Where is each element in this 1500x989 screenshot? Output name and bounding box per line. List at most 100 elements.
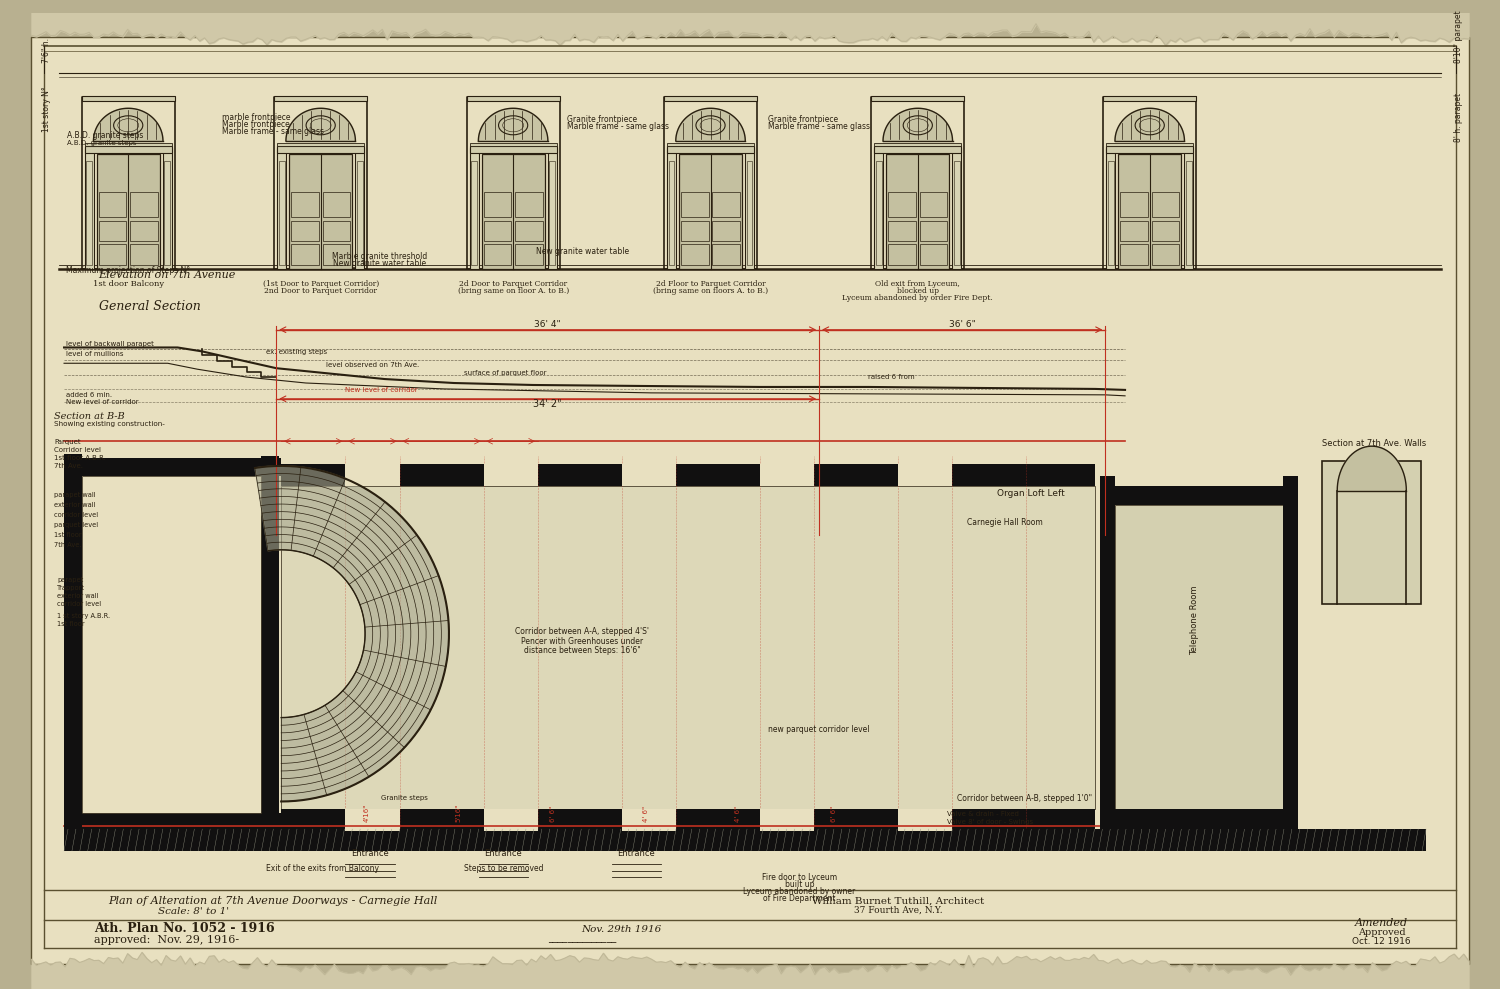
Text: 8'10" parapet: 8'10" parapet xyxy=(1454,11,1462,63)
Text: Steps to be removed: Steps to be removed xyxy=(464,863,543,872)
Text: Entrance: Entrance xyxy=(484,849,522,857)
Bar xyxy=(1120,221,1148,241)
Text: built up: built up xyxy=(784,880,814,889)
Bar xyxy=(64,456,82,831)
Text: 1st door Balcony: 1st door Balcony xyxy=(93,280,164,289)
Text: Old exit from Lyceum,: Old exit from Lyceum, xyxy=(876,280,960,289)
Text: 7th Ave.: 7th Ave. xyxy=(54,542,81,548)
Polygon shape xyxy=(884,109,952,141)
Text: corridor level: corridor level xyxy=(57,601,102,607)
Bar xyxy=(898,464,952,486)
Bar xyxy=(345,464,399,486)
Bar xyxy=(87,160,92,265)
Text: 5'16": 5'16" xyxy=(456,804,462,822)
Bar xyxy=(1185,147,1192,269)
Text: New level of corridor: New level of corridor xyxy=(345,387,418,393)
Text: 4' 6": 4' 6" xyxy=(735,806,741,822)
Bar xyxy=(345,809,399,831)
Bar xyxy=(291,221,318,241)
Bar xyxy=(279,160,285,265)
Bar xyxy=(712,244,740,265)
Text: Entrance: Entrance xyxy=(618,849,656,857)
Text: 1st floor A.B.R.: 1st floor A.B.R. xyxy=(54,455,106,461)
Text: Marble granite threshold: Marble granite threshold xyxy=(333,251,427,261)
Bar xyxy=(871,96,964,101)
Bar xyxy=(920,192,948,218)
Bar xyxy=(874,147,884,269)
Text: Exit of the exits from Balcony: Exit of the exits from Balcony xyxy=(267,863,380,872)
Text: Elevation on 7th Avenue: Elevation on 7th Avenue xyxy=(99,270,236,281)
Text: blocked up: blocked up xyxy=(897,287,939,296)
Polygon shape xyxy=(1336,446,1407,491)
Bar xyxy=(760,464,814,486)
Text: Trapport: Trapport xyxy=(57,585,86,591)
Text: corridor level: corridor level xyxy=(54,512,99,518)
Text: Lyceum abandoned by order Fire Dept.: Lyceum abandoned by order Fire Dept. xyxy=(843,294,993,303)
Text: 4'16": 4'16" xyxy=(364,804,370,822)
Bar xyxy=(952,147,962,269)
Text: 8' h. parapet: 8' h. parapet xyxy=(1454,93,1462,142)
Bar xyxy=(1323,461,1420,604)
Bar xyxy=(886,154,950,269)
Bar xyxy=(668,146,754,152)
Bar xyxy=(1107,142,1192,146)
Text: distance between Steps: 16'6": distance between Steps: 16'6" xyxy=(524,647,640,656)
Text: Carnegie Hall Room: Carnegie Hall Room xyxy=(968,518,1042,527)
Text: 34' 2": 34' 2" xyxy=(534,399,562,408)
Bar xyxy=(130,192,158,218)
Bar xyxy=(888,244,916,265)
Text: Entrance: Entrance xyxy=(351,849,388,857)
Text: surface of parquet floor: surface of parquet floor xyxy=(464,370,546,376)
Text: 36' 4": 36' 4" xyxy=(534,319,561,328)
Bar xyxy=(954,160,960,265)
Text: 6' 6": 6' 6" xyxy=(831,806,837,822)
Bar xyxy=(86,142,171,146)
Bar xyxy=(1101,486,1298,505)
Text: Organ Loft Left: Organ Loft Left xyxy=(996,489,1065,497)
Bar xyxy=(278,142,364,146)
Bar xyxy=(664,96,758,101)
Bar xyxy=(164,147,171,269)
Text: marble frontpiece: marble frontpiece xyxy=(222,114,291,123)
Text: Marble frame - same glass: Marble frame - same glass xyxy=(222,128,324,136)
Bar xyxy=(130,244,158,265)
Text: Showing existing construction-: Showing existing construction- xyxy=(54,421,165,427)
Text: Oct. 12 1916: Oct. 12 1916 xyxy=(1353,937,1412,945)
Bar xyxy=(1152,192,1179,218)
Bar xyxy=(64,813,280,831)
Bar xyxy=(470,146,556,152)
Text: 1st story N°: 1st story N° xyxy=(42,87,51,133)
Bar xyxy=(483,809,538,831)
Bar xyxy=(483,221,512,241)
Bar xyxy=(668,147,676,269)
Bar xyxy=(747,160,753,265)
Bar xyxy=(290,154,352,269)
Text: Plan of Alteration at 7th Avenue Doorways - Carnegie Hall: Plan of Alteration at 7th Avenue Doorway… xyxy=(108,896,438,906)
Text: approved:  Nov. 29, 1916-: approved: Nov. 29, 1916- xyxy=(93,935,238,944)
Text: parquet level: parquet level xyxy=(54,522,99,528)
Text: Maximum projection of Steps N°: Maximum projection of Steps N° xyxy=(66,266,190,276)
Bar xyxy=(82,476,261,813)
Polygon shape xyxy=(286,109,356,141)
Bar xyxy=(1120,192,1148,218)
Bar xyxy=(898,809,952,831)
Text: added 6 min.: added 6 min. xyxy=(66,392,112,398)
Bar xyxy=(96,154,160,269)
Bar xyxy=(668,142,754,146)
Text: Amended: Amended xyxy=(1354,918,1408,928)
Bar xyxy=(1101,476,1114,811)
Text: Nov. 29th 1916: Nov. 29th 1916 xyxy=(582,925,662,934)
Bar xyxy=(99,244,126,265)
Bar xyxy=(669,160,675,265)
Text: Fire door to Lyceum: Fire door to Lyceum xyxy=(762,873,837,882)
Bar xyxy=(278,147,286,269)
Text: Granite steps: Granite steps xyxy=(381,794,427,800)
Bar xyxy=(874,142,962,146)
Text: of Fire Department: of Fire Department xyxy=(764,894,836,903)
Bar xyxy=(621,809,676,831)
Bar xyxy=(322,221,351,241)
Text: General Section: General Section xyxy=(99,300,201,313)
Bar xyxy=(514,244,543,265)
Text: 1st floor: 1st floor xyxy=(57,621,86,627)
Text: 7'6" h.: 7'6" h. xyxy=(42,39,51,63)
